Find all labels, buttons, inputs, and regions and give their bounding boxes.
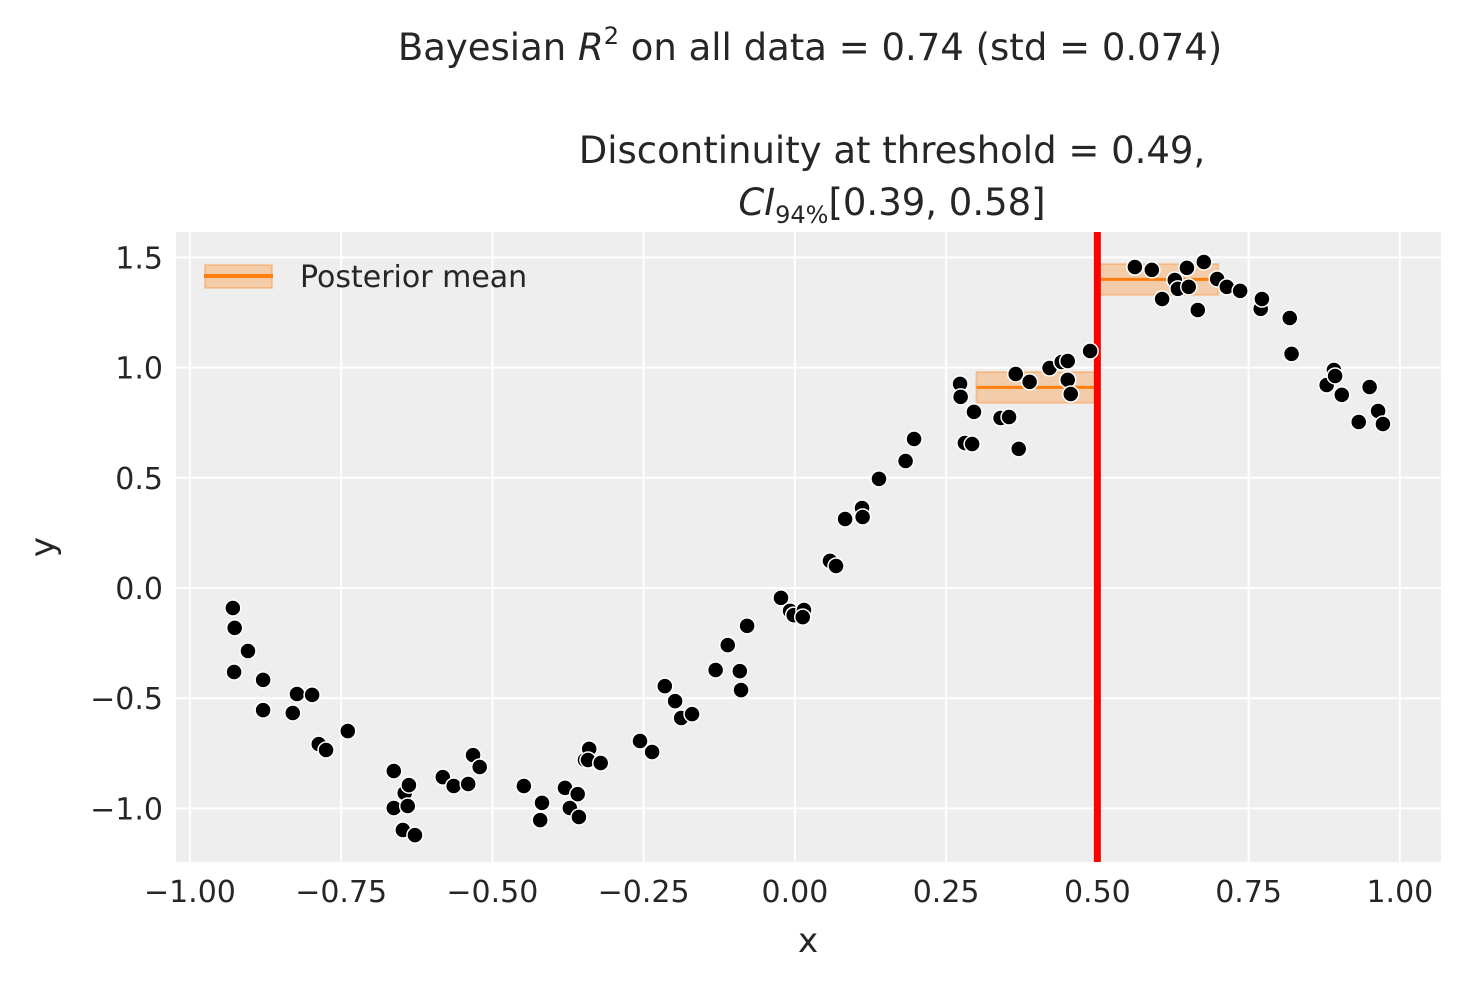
- data-point: [288, 685, 306, 703]
- data-point: [568, 785, 587, 803]
- x-tick-label: −0.75: [295, 875, 387, 910]
- data-point: [400, 776, 418, 794]
- data-point: [853, 508, 872, 526]
- y-tick-label: −1.0: [90, 792, 163, 827]
- data-point: [224, 599, 242, 617]
- data-point: [1360, 378, 1379, 396]
- data-point: [1009, 440, 1028, 458]
- x-tick-label: 0.75: [1215, 875, 1282, 910]
- data-point: [1020, 373, 1039, 391]
- data-point: [1195, 253, 1213, 271]
- data-point: [656, 677, 674, 695]
- data-point: [1058, 371, 1077, 389]
- data-point: [406, 826, 424, 844]
- y-tick-label: −0.5: [90, 682, 163, 717]
- legend: Posterior mean: [204, 260, 527, 295]
- data-point: [738, 617, 756, 635]
- scatter-points: [224, 253, 1392, 844]
- data-point: [1143, 261, 1161, 279]
- x-tick-label: 0.50: [1064, 875, 1131, 910]
- legend-label: Posterior mean: [300, 260, 527, 295]
- data-point: [385, 762, 403, 780]
- data-point: [1231, 282, 1249, 300]
- tick-labels: −1.00 −0.75 −0.50 −0.25 0.00 0.25 0.50 0.75 1.00…: [90, 241, 1433, 910]
- y-axis-label: y: [23, 537, 63, 557]
- data-point: [398, 797, 417, 815]
- y-tick-label: 0.5: [115, 462, 163, 497]
- data-point: [965, 403, 983, 421]
- data-point: [631, 732, 649, 750]
- data-point: [284, 704, 302, 722]
- data-point: [1006, 365, 1025, 383]
- x-axis-label: x: [798, 921, 818, 961]
- x-tick-label: −0.25: [598, 875, 690, 910]
- data-point: [1333, 386, 1351, 404]
- data-point: [239, 642, 257, 660]
- data-point: [794, 608, 812, 626]
- data-point: [870, 470, 888, 488]
- data-point: [515, 777, 533, 795]
- chart-title-line2: Discontinuity at threshold = 0.49,: [579, 129, 1205, 172]
- data-point: [225, 619, 244, 637]
- data-point: [1282, 345, 1301, 363]
- chart-title-line3: CI94%[0.39, 0.58]: [738, 181, 1045, 229]
- data-point: [1326, 367, 1344, 385]
- x-tick-label: 0.25: [913, 875, 980, 910]
- data-point: [459, 775, 477, 793]
- data-point: [1058, 352, 1077, 370]
- data-point: [1081, 342, 1099, 360]
- x-tick-label: −1.00: [144, 875, 236, 910]
- y-tick-label: 1.5: [115, 241, 163, 276]
- data-point: [666, 692, 684, 710]
- x-tick-label: −0.50: [446, 875, 538, 910]
- data-point: [732, 681, 750, 699]
- data-point: [533, 794, 551, 812]
- data-point: [1349, 413, 1368, 431]
- data-point: [570, 808, 588, 826]
- data-point: [1281, 309, 1299, 327]
- data-point: [1153, 290, 1171, 308]
- data-point: [1179, 278, 1198, 296]
- data-point: [317, 741, 335, 759]
- y-tick-label: 1.0: [115, 352, 163, 387]
- data-point: [470, 758, 489, 776]
- grid: [176, 232, 1441, 862]
- data-point: [896, 452, 915, 470]
- data-point: [339, 722, 357, 740]
- data-point: [836, 510, 854, 528]
- chart-title-line1: Bayesian R2 on all data = 0.74 (std = 0.…: [398, 22, 1222, 69]
- data-point: [772, 589, 790, 607]
- data-point: [1062, 385, 1080, 403]
- data-point: [905, 430, 923, 448]
- data-point: [591, 754, 610, 772]
- data-point: [1189, 301, 1207, 319]
- plot-area: [176, 232, 1441, 862]
- x-tick-label: 1.00: [1366, 875, 1433, 910]
- data-point: [1374, 415, 1392, 433]
- x-tick-label: 0.00: [761, 875, 828, 910]
- data-point: [531, 811, 549, 829]
- data-point: [683, 705, 701, 723]
- data-point: [303, 686, 321, 704]
- data-point: [254, 671, 272, 689]
- data-point: [444, 777, 463, 795]
- data-point: [1000, 408, 1018, 426]
- data-point: [718, 636, 737, 654]
- data-point: [951, 388, 970, 406]
- data-point: [706, 661, 725, 679]
- data-point: [1253, 290, 1271, 308]
- y-tick-label: 0.0: [115, 572, 163, 607]
- data-point: [1178, 259, 1196, 277]
- data-point: [827, 557, 845, 575]
- data-point: [963, 435, 981, 453]
- data-point: [731, 662, 749, 680]
- data-point: [254, 701, 272, 719]
- data-point: [643, 743, 661, 761]
- data-point: [1126, 258, 1144, 276]
- data-point: [225, 663, 243, 681]
